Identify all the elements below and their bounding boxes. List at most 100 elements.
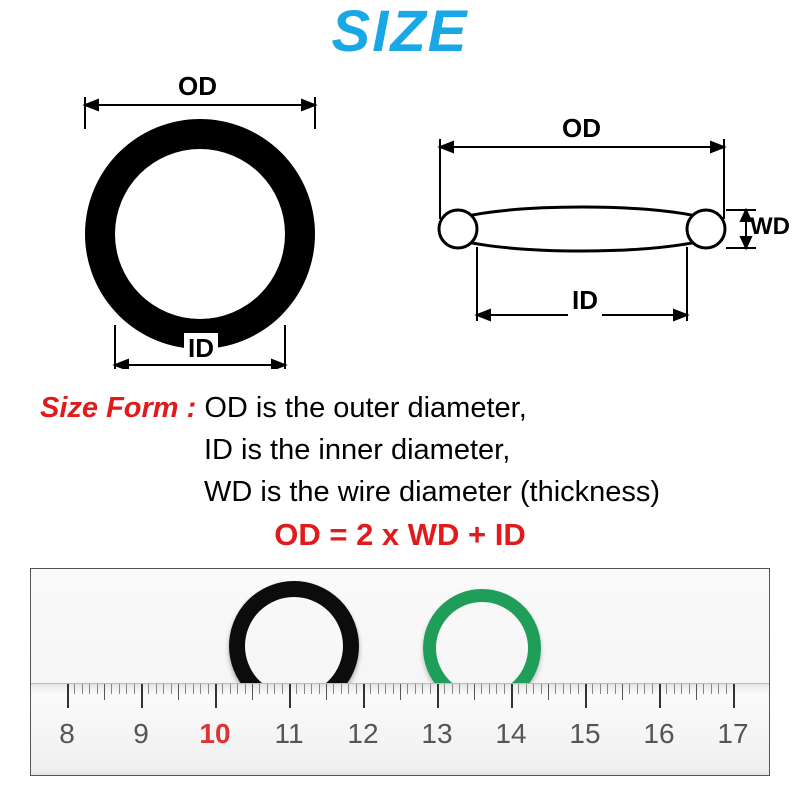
- ruler-tick-mid: [400, 684, 401, 700]
- ruler-tick-minor: [282, 684, 283, 694]
- ruler-tick-minor: [356, 684, 357, 694]
- ruler-tick-minor: [111, 684, 112, 694]
- ruler-tick-minor: [89, 684, 90, 694]
- ruler-tick-minor: [504, 684, 505, 694]
- ruler-tick-minor: [526, 684, 527, 694]
- ruler-tick-minor: [74, 684, 75, 694]
- ruler-tick-minor: [296, 684, 297, 694]
- ruler-tick-minor: [156, 684, 157, 694]
- ruler-tick-minor: [348, 684, 349, 694]
- ruler-tick-minor: [489, 684, 490, 694]
- ruler-tick-major: [511, 684, 513, 708]
- desc-id: ID is the inner diameter,: [40, 429, 760, 471]
- ruler-tick-minor: [119, 684, 120, 694]
- ruler-tick-minor: [163, 684, 164, 694]
- ruler-tick-minor: [629, 684, 630, 694]
- ruler-tick-major: [289, 684, 291, 708]
- ruler-tick-minor: [193, 684, 194, 694]
- ruler-tick-minor: [230, 684, 231, 694]
- ruler-tick-minor: [185, 684, 186, 694]
- ruler-tick-minor: [563, 684, 564, 694]
- ruler-tick-minor: [652, 684, 653, 694]
- ruler-tick-minor: [208, 684, 209, 694]
- ruler-tick-minor: [222, 684, 223, 694]
- ruler-number: 13: [421, 718, 452, 750]
- ruler-tick-minor: [578, 684, 579, 694]
- ruler-tick-minor: [726, 684, 727, 694]
- ruler-tick-major: [733, 684, 735, 708]
- ruler-number: 8: [59, 718, 75, 750]
- ruler-tick-minor: [385, 684, 386, 694]
- ruler-tick-mid: [104, 684, 105, 700]
- ruler-tick-minor: [311, 684, 312, 694]
- ruler-tick-minor: [541, 684, 542, 694]
- ruler-tick-minor: [444, 684, 445, 694]
- page-title: SIZE: [0, 0, 800, 65]
- ruler-tick-minor: [341, 684, 342, 694]
- ruler-tick-mid: [252, 684, 253, 700]
- ruler-tick-minor: [703, 684, 704, 694]
- ruler-tick-minor: [422, 684, 423, 694]
- ruler-tick-minor: [274, 684, 275, 694]
- ruler-tick-minor: [370, 684, 371, 694]
- ruler-tick-minor: [407, 684, 408, 694]
- ruler-number: 14: [495, 718, 526, 750]
- ruler-tick-minor: [259, 684, 260, 694]
- ruler-tick-minor: [666, 684, 667, 694]
- ruler-number: 15: [569, 718, 600, 750]
- label-id-side: ID: [568, 285, 602, 316]
- label-id-top: ID: [184, 333, 218, 364]
- ruler-tick-minor: [637, 684, 638, 694]
- ruler-tick-minor: [533, 684, 534, 694]
- ruler-number: 11: [274, 718, 303, 750]
- ruler-tick-major: [659, 684, 661, 708]
- ruler-tick-minor: [393, 684, 394, 694]
- ruler-tick-mid: [548, 684, 549, 700]
- size-form-label: Size Form :: [40, 392, 196, 424]
- ruler-tick-minor: [304, 684, 305, 694]
- ruler-tick-major: [67, 684, 69, 708]
- ruler-tick-minor: [452, 684, 453, 694]
- ruler-tick-mid: [474, 684, 475, 700]
- ruler-tick-minor: [459, 684, 460, 694]
- ruler-tick-minor: [615, 684, 616, 694]
- ruler-tick-mid: [696, 684, 697, 700]
- label-od-top: OD: [178, 71, 217, 102]
- ruler-tick-major: [141, 684, 143, 708]
- ruler-tick-minor: [430, 684, 431, 694]
- ruler-tick-major: [585, 684, 587, 708]
- ruler-tick-minor: [570, 684, 571, 694]
- diagram-row: OD ID: [0, 65, 800, 385]
- ruler-tick-minor: [245, 684, 246, 694]
- ruler-tick-minor: [518, 684, 519, 694]
- ruler-tick-major: [215, 684, 217, 708]
- ruler-tick-minor: [496, 684, 497, 694]
- ruler-tick-minor: [592, 684, 593, 694]
- ruler-number: 9: [133, 718, 149, 750]
- photo-section: 891011121314151617: [30, 568, 770, 776]
- ruler-tick-mid: [622, 684, 623, 700]
- ruler-tick-minor: [555, 684, 556, 694]
- ruler-tick-minor: [600, 684, 601, 694]
- ruler-tick-minor: [82, 684, 83, 694]
- desc-wd: WD is the wire diameter (thickness): [40, 471, 760, 513]
- ruler-tick-minor: [378, 684, 379, 694]
- ruler-tick-minor: [171, 684, 172, 694]
- label-wd-side: WD: [750, 213, 790, 241]
- ruler-tick-minor: [97, 684, 98, 694]
- diagram-side-view: OD WD ID: [420, 101, 780, 361]
- ruler-tick-minor: [481, 684, 482, 694]
- ruler-tick-mid: [178, 684, 179, 700]
- ruler-tick-minor: [148, 684, 149, 694]
- ruler-tick-minor: [674, 684, 675, 694]
- ruler-tick-minor: [644, 684, 645, 694]
- ruler-tick-minor: [319, 684, 320, 694]
- ruler-tick-minor: [415, 684, 416, 694]
- ruler-tick-minor: [711, 684, 712, 694]
- ruler-number: 16: [643, 718, 674, 750]
- ruler-tick-minor: [467, 684, 468, 694]
- desc-od: OD is the outer diameter,: [204, 392, 526, 424]
- ruler-tick-minor: [607, 684, 608, 694]
- ruler-tick-minor: [267, 684, 268, 694]
- ruler-tick-minor: [126, 684, 127, 694]
